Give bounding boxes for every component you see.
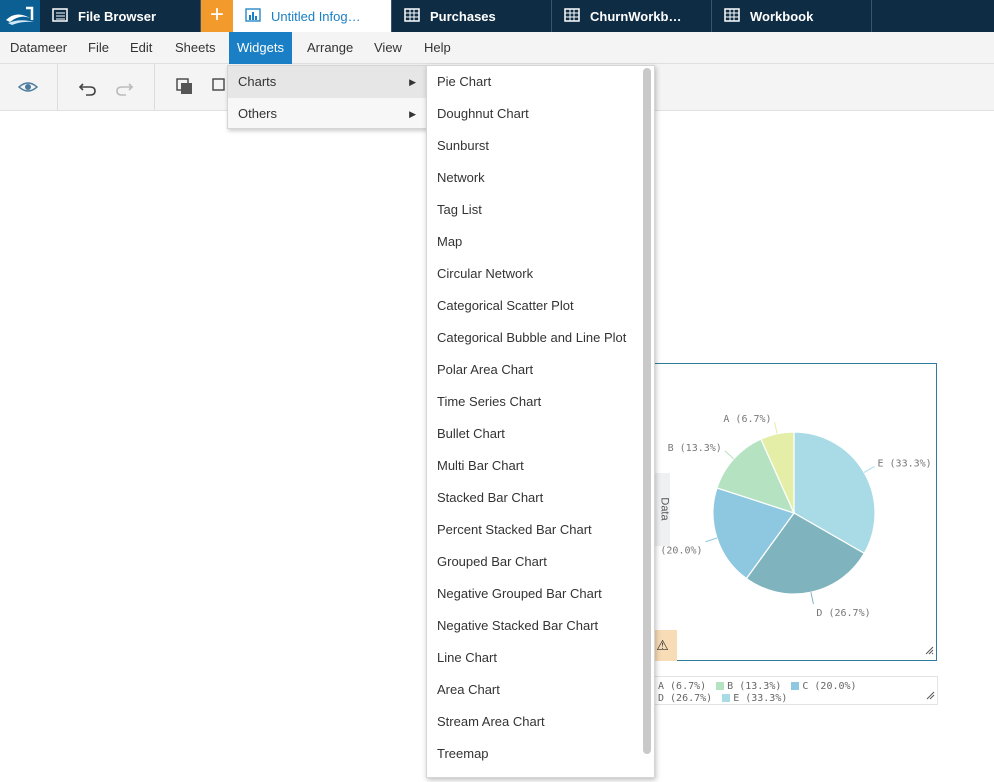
legend-item-e: E (33.3%): [722, 693, 787, 704]
menu-sheets[interactable]: Sheets: [175, 40, 216, 55]
chart-type-polar-area-chart[interactable]: Polar Area Chart: [437, 362, 534, 377]
menu-bar: Datameer File Edit Sheets Widgets Arrang…: [0, 32, 994, 64]
pie-slice-d[interactable]: [745, 512, 866, 595]
widgets-dropdown-menu: Charts ▶ Others ▶: [227, 65, 427, 129]
resize-handle-icon[interactable]: [925, 690, 935, 703]
chart-type-line-chart[interactable]: Line Chart: [437, 650, 497, 665]
list-icon: [52, 7, 68, 25]
undo-icon[interactable]: [77, 76, 99, 98]
table-icon: [724, 7, 740, 25]
resize-handle-icon[interactable]: [924, 643, 934, 658]
add-tab-button[interactable]: +: [201, 0, 233, 32]
slice-label-b: B (13.3%): [668, 443, 722, 454]
legend-item-b: B (13.3%): [716, 681, 781, 692]
tab-bar: File Browser + Untitled Infog… Purchases…: [0, 0, 994, 32]
tab-untitled-infographic[interactable]: Untitled Infog…: [233, 0, 392, 32]
menu-item-label: Others: [238, 106, 278, 121]
menu-help[interactable]: Help: [424, 40, 451, 55]
table-icon: [404, 7, 420, 25]
bring-to-front-icon[interactable]: [174, 76, 196, 98]
pie-slice-a[interactable]: [760, 431, 795, 514]
chart-type-pie-chart[interactable]: Pie Chart: [437, 74, 492, 89]
chart-type-stream-area-chart[interactable]: Stream Area Chart: [437, 714, 545, 729]
legend-item-d: D (26.7%): [658, 693, 713, 704]
preview-eye-icon[interactable]: [17, 76, 39, 98]
slice-label-c: (20.0%): [660, 546, 702, 557]
tab-label: Purchases: [430, 8, 496, 24]
bar-chart-icon: [245, 7, 261, 25]
pie-slice-e[interactable]: [793, 431, 876, 555]
charts-submenu: Pie Chart Doughnut Chart Sunburst Network Ta…: [426, 65, 655, 778]
chart-type-map[interactable]: Map: [437, 234, 463, 249]
menu-arrange[interactable]: Arrange: [307, 40, 354, 55]
tab-file-browser[interactable]: File Browser: [40, 0, 201, 32]
send-to-back-icon[interactable]: [210, 76, 232, 98]
data-panel-tab[interactable]: Data: [651, 473, 671, 546]
chart-type-tag-list[interactable]: Tag List: [437, 202, 482, 217]
tab-workbook[interactable]: Workbook: [712, 0, 872, 32]
chart-type-sunburst[interactable]: Sunburst: [437, 138, 490, 153]
toolbar-divider: [57, 64, 58, 110]
chart-type-categorical-bubble-and-line-plot[interactable]: Categorical Bubble and Line Plot: [437, 330, 627, 345]
tab-label: Untitled Infog…: [271, 8, 361, 24]
menu-widgets[interactable]: Widgets: [229, 32, 292, 64]
pie-slice-c[interactable]: [712, 487, 795, 580]
tab-label: Workbook: [750, 8, 814, 24]
slice-label-d: D (26.7%): [816, 608, 870, 619]
chart-type-multi-bar-chart[interactable]: Multi Bar Chart: [437, 458, 524, 473]
redo-icon[interactable]: [113, 76, 135, 98]
tab-purchases[interactable]: Purchases: [392, 0, 552, 32]
slice-label-e: E (33.3%): [877, 458, 931, 469]
chart-type-time-series-chart[interactable]: Time Series Chart: [437, 394, 542, 409]
menu-datameer[interactable]: Datameer: [10, 40, 68, 55]
pie-chart-widget[interactable]: E (33.3%) D (26.7%) (20.0%) B (13.3%) A (6.7…: [640, 363, 937, 661]
chart-type-negative-grouped-bar-chart[interactable]: Negative Grouped Bar Chart: [437, 586, 602, 601]
pie-chart: E (33.3%) D (26.7%) (20.0%) B (13.3%) A (6.7…: [660, 414, 931, 619]
menu-item-charts[interactable]: Charts ▶: [228, 66, 426, 98]
chevron-right-icon: ▶: [409, 77, 416, 87]
submenu-scrollbar[interactable]: [643, 68, 651, 754]
chart-type-negative-stacked-bar-chart[interactable]: Negative Stacked Bar Chart: [437, 618, 599, 633]
chart-type-network[interactable]: Network: [437, 170, 485, 185]
legend-item-c: C (20.0%): [791, 681, 857, 692]
menu-view[interactable]: View: [374, 40, 402, 55]
leader-line-c: [705, 537, 718, 543]
data-tab-label: Data: [658, 497, 671, 521]
leader-line-d: [810, 592, 814, 605]
slice-label-a: A (6.7%): [723, 414, 771, 425]
chart-type-percent-stacked-bar-chart[interactable]: Percent Stacked Bar Chart: [437, 522, 592, 537]
chart-type-bullet-chart[interactable]: Bullet Chart: [437, 426, 505, 441]
chevron-right-icon: ▶: [409, 109, 416, 119]
menu-item-others[interactable]: Others ▶: [228, 98, 426, 130]
chart-type-stacked-bar-chart[interactable]: Stacked Bar Chart: [437, 490, 544, 505]
leader-line-a: [774, 421, 778, 434]
toolbar-divider: [154, 64, 155, 110]
chart-type-grouped-bar-chart[interactable]: Grouped Bar Chart: [437, 554, 547, 569]
leader-line-e: [863, 465, 875, 473]
menu-file[interactable]: File: [88, 40, 109, 55]
chart-type-categorical-scatter-plot[interactable]: Categorical Scatter Plot: [437, 298, 574, 313]
leader-line-b: [724, 450, 735, 460]
chart-type-treemap[interactable]: Treemap: [437, 746, 489, 761]
menu-edit[interactable]: Edit: [130, 40, 153, 55]
datameer-logo-icon[interactable]: [0, 0, 40, 32]
tab-label: ChurnWorkb…: [590, 8, 682, 24]
chart-type-circular-network[interactable]: Circular Network: [437, 266, 534, 281]
tab-churnworkbook[interactable]: ChurnWorkb…: [552, 0, 712, 32]
table-icon: [564, 7, 580, 25]
legend-item-a: A (6.7%): [658, 681, 707, 692]
chart-legend[interactable]: A (6.7%) B (13.3%) C (20.0%) D (26.7%) E…: [651, 676, 938, 705]
menu-item-label: Charts: [238, 74, 277, 89]
chart-type-doughnut-chart[interactable]: Doughnut Chart: [437, 106, 529, 121]
chart-type-area-chart[interactable]: Area Chart: [437, 682, 500, 697]
tab-label: File Browser: [78, 8, 157, 24]
